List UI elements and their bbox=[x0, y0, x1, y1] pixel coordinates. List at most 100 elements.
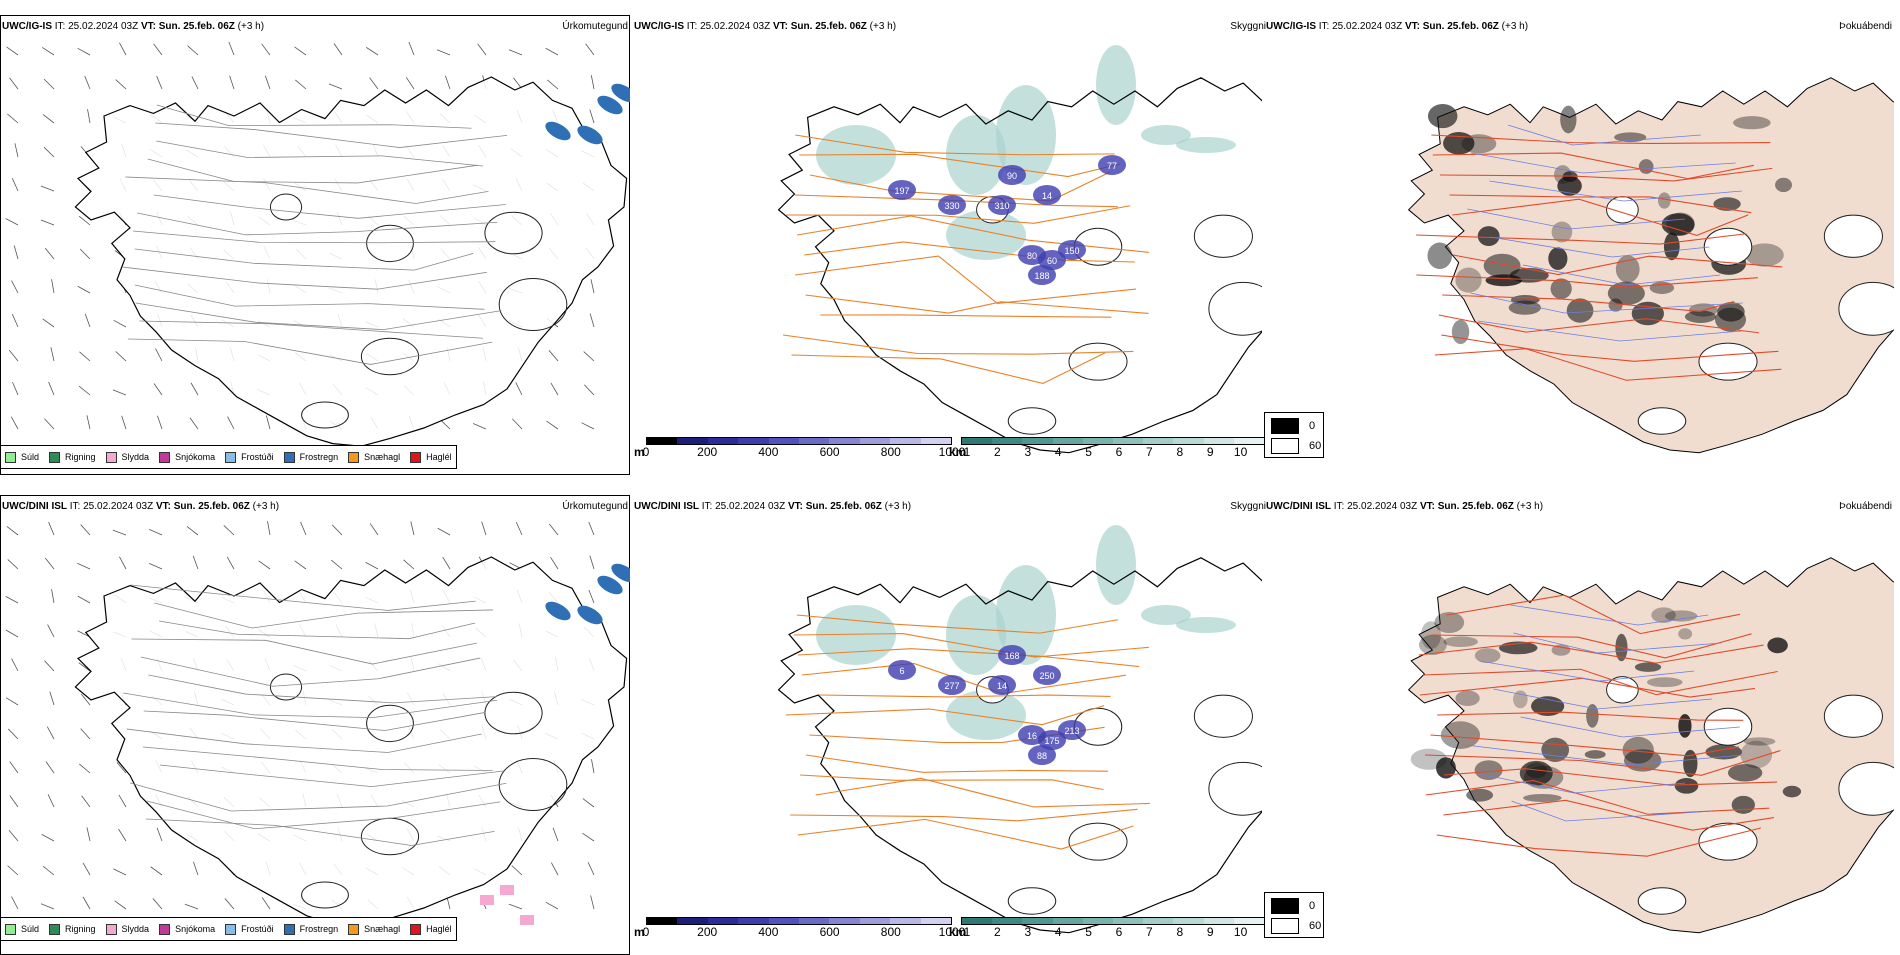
cloud-map-top: 197 330 310 90 14 80 60 150 188 77 bbox=[777, 45, 1262, 454]
fog-patch bbox=[1740, 740, 1773, 769]
wind-barb bbox=[7, 865, 19, 876]
fog-patch bbox=[1664, 610, 1698, 622]
road-line bbox=[134, 248, 474, 271]
colorbar-tick-label: 4 bbox=[1054, 925, 1062, 939]
road-line bbox=[805, 294, 1149, 314]
visibility-patch bbox=[946, 595, 1006, 675]
fog-patch bbox=[1560, 105, 1577, 134]
coastline bbox=[74, 556, 628, 927]
wind-barb bbox=[45, 761, 55, 774]
colorbar-tick-label: 600 bbox=[819, 445, 840, 459]
wind-barb bbox=[265, 415, 271, 430]
init-time: 25.02.2024 03Z bbox=[83, 501, 154, 512]
fog-patch bbox=[1743, 737, 1776, 746]
river-line bbox=[1513, 632, 1722, 654]
river-line bbox=[1474, 772, 1685, 794]
wind-barb bbox=[405, 77, 415, 90]
river-line bbox=[1465, 744, 1743, 766]
road-line bbox=[142, 746, 493, 771]
cloud-base-label: 77 bbox=[1107, 161, 1117, 171]
cloud-base-patch bbox=[1098, 155, 1126, 175]
cloud-panel-bottom: 6 277 14 168 250 16 175 213 88 UWC/DINI ISL IT: … bbox=[632, 495, 1266, 955]
fog-patch bbox=[1477, 226, 1500, 246]
wind-barb bbox=[112, 529, 127, 536]
precip-blob bbox=[545, 121, 571, 141]
cloud-base-label: 330 bbox=[944, 201, 959, 211]
colorbar-tick-label: 400 bbox=[758, 925, 779, 939]
glacier-outline bbox=[1208, 761, 1262, 816]
fog-patch bbox=[1607, 281, 1645, 305]
wind-barb bbox=[192, 555, 199, 570]
road-line bbox=[153, 194, 506, 219]
glacier-outline bbox=[484, 691, 543, 735]
fog-patch bbox=[1767, 637, 1788, 654]
cloud-base-label: 213 bbox=[1064, 726, 1079, 736]
river-line bbox=[1520, 716, 1740, 738]
wind-barb bbox=[113, 319, 127, 328]
panel-header: UWC/DINI ISL IT: 25.02.2024 03Z VT: Sun.… bbox=[0, 495, 630, 513]
wind-barb bbox=[6, 526, 19, 536]
road-line bbox=[1438, 314, 1759, 334]
fog-patch bbox=[1427, 242, 1453, 270]
colorbar-tick-label: 7 bbox=[1146, 925, 1153, 939]
wind-barb bbox=[5, 629, 19, 638]
wind-barb bbox=[477, 43, 487, 56]
fog-patch bbox=[1646, 677, 1683, 688]
glacier-outline bbox=[498, 278, 568, 331]
model-name: UWC/DINI ISL bbox=[1266, 501, 1331, 512]
road-line bbox=[130, 584, 476, 611]
wind-barb bbox=[49, 691, 55, 706]
model-name: UWC/DINI ISL bbox=[2, 501, 67, 512]
wind-barb bbox=[156, 827, 163, 842]
fog-patch bbox=[1508, 300, 1542, 315]
cloud-base-patch bbox=[1033, 185, 1061, 205]
panel-title: Úrkomutegund bbox=[562, 21, 628, 32]
wind-barb bbox=[261, 897, 271, 910]
road-line bbox=[1430, 734, 1739, 757]
fog-patch bbox=[1418, 634, 1447, 655]
wind-barb bbox=[42, 47, 55, 56]
wind-barb bbox=[590, 895, 595, 910]
init-time: 25.02.2024 03Z bbox=[715, 501, 786, 512]
wind-barb bbox=[191, 76, 199, 90]
lead-time: (+3 h) bbox=[1516, 501, 1544, 512]
legend-label: Slydda bbox=[121, 452, 150, 462]
model-name: UWC/IG-IS bbox=[2, 21, 52, 32]
colorbar-tick-label: 8 bbox=[1176, 925, 1184, 939]
glacier-outline bbox=[301, 881, 349, 909]
lead-time: (+3 h) bbox=[237, 21, 265, 32]
fog-patch bbox=[1731, 795, 1755, 814]
cloud-base-label: 80 bbox=[1027, 251, 1037, 261]
fog-patch bbox=[1523, 793, 1562, 802]
river-line bbox=[1511, 800, 1713, 822]
wind-barb bbox=[410, 521, 415, 536]
cloud-base-label: 197 bbox=[894, 186, 909, 196]
wind-barb bbox=[294, 46, 307, 56]
colorbar-tick-label: 5 bbox=[1085, 445, 1092, 459]
road-line bbox=[154, 602, 494, 629]
wind-barb bbox=[8, 830, 19, 842]
river-line bbox=[1477, 320, 1742, 342]
fog-patch bbox=[1541, 737, 1570, 762]
wind-barb bbox=[548, 350, 559, 362]
fog-patch bbox=[1684, 310, 1717, 323]
legend-swatch bbox=[5, 451, 16, 463]
wind-barb bbox=[119, 42, 127, 56]
cloud-base-patch bbox=[1058, 720, 1086, 740]
wind-barb bbox=[77, 630, 91, 638]
wind-barb bbox=[9, 77, 19, 90]
wind-barb bbox=[78, 385, 91, 396]
wind-barb bbox=[403, 559, 415, 570]
wind-barb bbox=[545, 47, 559, 56]
glacier-outline bbox=[1823, 694, 1883, 738]
road-line bbox=[146, 800, 501, 830]
fog-patch bbox=[1775, 177, 1793, 193]
cloud-base-label: 16 bbox=[1027, 731, 1037, 741]
wind-barb bbox=[551, 862, 559, 876]
legend-swatch bbox=[105, 923, 117, 935]
wind-barb bbox=[51, 589, 55, 604]
fog-patch bbox=[1674, 778, 1699, 794]
cloud-base-label: 188 bbox=[1034, 271, 1049, 281]
fog-patch bbox=[1436, 757, 1456, 779]
visibility-patch bbox=[1141, 605, 1191, 625]
